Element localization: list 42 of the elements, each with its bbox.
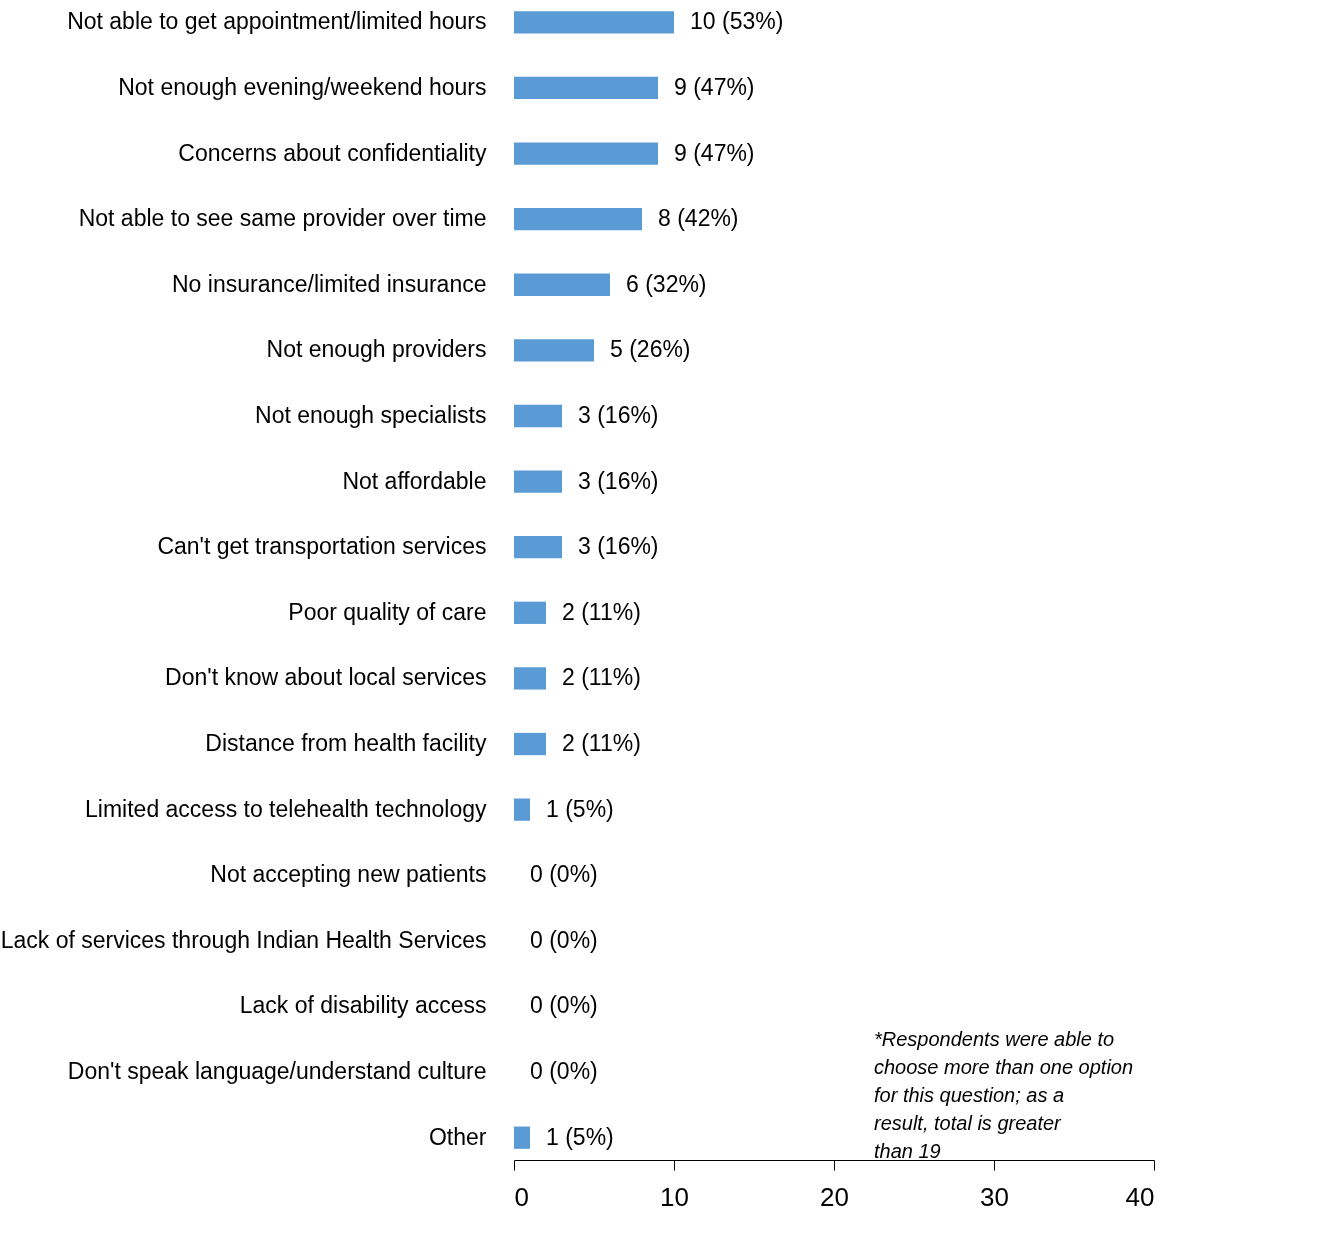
y-tick-label: Not affordable: [342, 467, 487, 494]
data-label: 9 (47%): [674, 139, 755, 166]
data-label: 6 (32%): [626, 270, 707, 297]
y-tick-label: Not enough providers: [266, 336, 487, 363]
y-tick-label: Not able to see same provider over time: [78, 205, 487, 232]
data-label: 3 (16%): [578, 401, 659, 428]
x-tick-label: 10: [660, 1181, 689, 1212]
data-label: 1 (5%): [546, 795, 614, 822]
data-label: 0 (0%): [530, 1058, 598, 1085]
y-tick-label: Poor quality of care: [288, 598, 487, 625]
y-tick-label: Distance from health facility: [205, 730, 487, 757]
data-label: 3 (16%): [578, 467, 659, 494]
data-label: 8 (42%): [658, 205, 739, 232]
y-tick-label: Not accepting new patients: [210, 861, 487, 888]
data-label: 9 (47%): [674, 73, 755, 100]
y-tick-label: Don't know about local services: [165, 664, 487, 691]
x-tick-label: 40: [1125, 1181, 1155, 1212]
y-tick-label: Lack of services through Indian Health Services: [0, 926, 487, 953]
y-tick-label: Concerns about confidentiality: [178, 139, 487, 166]
data-label: 2 (11%): [562, 598, 641, 625]
data-label: 10 (53%): [690, 8, 784, 35]
y-tick-label: Limited access to telehealth technology: [85, 795, 487, 822]
data-label: 2 (11%): [562, 664, 641, 691]
annotation: *Respondents were able to choose more than one option for this question; as a result, total is greater than 19: [874, 1028, 1134, 1162]
data-label: 1 (5%): [546, 1123, 614, 1150]
data-label: 3 (16%): [578, 533, 659, 560]
data-label: 0 (0%): [530, 861, 598, 888]
data-label: 0 (0%): [530, 992, 598, 1019]
y-tick-label: Can't get transportation services: [157, 533, 487, 560]
y-tick-label: Don't speak language/understand culture: [67, 1058, 487, 1085]
y-tick-label: Other: [428, 1123, 487, 1150]
data-label: 0 (0%): [530, 926, 598, 953]
data-label: 5 (26%): [610, 336, 691, 363]
y-tick-label: Not enough evening/weekend hours: [118, 73, 487, 100]
y-tick-label: Not able to get appointment/limited hours: [67, 8, 487, 35]
y-tick-label: Lack of disability access: [239, 992, 487, 1019]
x-tick-label: 0: [514, 1181, 529, 1212]
y-tick-label: No insurance/limited insurance: [172, 270, 487, 297]
y-tick-label: Not enough specialists: [255, 401, 487, 428]
data-label: 2 (11%): [562, 730, 641, 757]
x-tick-label: 30: [980, 1181, 1009, 1212]
x-tick-label: 20: [820, 1181, 849, 1212]
